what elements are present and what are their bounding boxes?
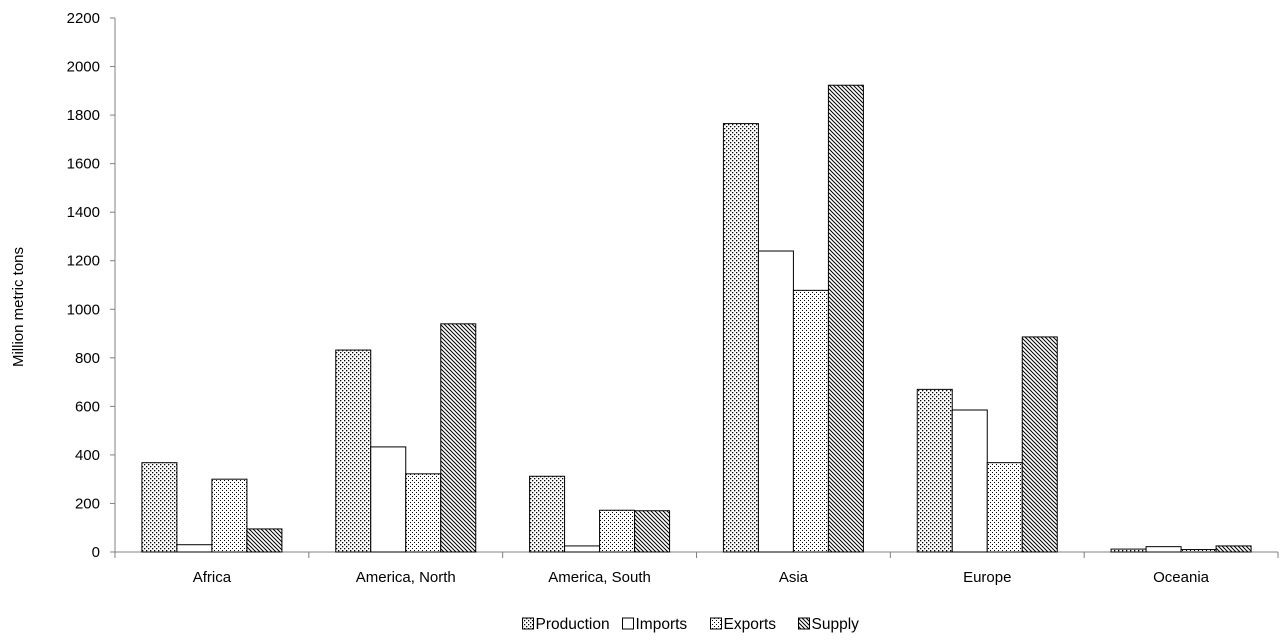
- bar-production-4: [916, 388, 953, 553]
- bar-exports-3: [792, 289, 829, 553]
- y-tick-label: 1600: [67, 156, 100, 173]
- bar-production-0: [141, 462, 178, 553]
- x-tick-label: America, South: [548, 569, 651, 586]
- x-tick-label: Asia: [779, 569, 809, 586]
- legend-label-exports: Exports: [724, 616, 777, 633]
- bar-supply-3: [827, 84, 864, 553]
- legend-label-imports: Imports: [636, 616, 688, 633]
- bar-exports-4: [986, 462, 1023, 553]
- bar-supply-1: [440, 323, 477, 553]
- y-tick-label: 200: [75, 495, 100, 512]
- axes: [110, 17, 1279, 558]
- bar-supply-5: [1215, 545, 1252, 553]
- axis-labels: 0 200 400 600 800 1000 1200 1400 1600 1800 2000 220…: [67, 10, 1210, 586]
- y-tick-label: 600: [75, 398, 100, 415]
- y-tick-label: 1400: [67, 204, 100, 221]
- bar-imports-4: [951, 409, 988, 553]
- bars: [141, 84, 1252, 553]
- bar-imports-1: [370, 446, 407, 553]
- y-tick-label: 2000: [67, 59, 100, 76]
- bar-supply-4: [1021, 336, 1058, 553]
- x-tick-label: Africa: [193, 569, 232, 586]
- legend-swatch-production: [522, 617, 534, 630]
- bar-production-5: [1110, 548, 1147, 553]
- legend-swatch-supply: [798, 617, 810, 630]
- y-tick-label: 0: [92, 544, 100, 561]
- y-tick-label: 800: [75, 350, 100, 367]
- legend-swatch-exports: [710, 617, 722, 630]
- y-axis-title: Million metric tons: [10, 247, 27, 367]
- y-tick-label: 2200: [67, 10, 100, 27]
- legend-swatch-imports: [622, 617, 634, 630]
- y-tick-label: 1800: [67, 107, 100, 124]
- bar-supply-0: [246, 528, 283, 553]
- bar-imports-3: [757, 250, 794, 553]
- legend-label-production: Production: [536, 616, 610, 633]
- bar-exports-1: [405, 473, 442, 553]
- bar-production-3: [722, 123, 759, 553]
- bar-production-1: [335, 349, 372, 553]
- bar-imports-0: [176, 544, 213, 553]
- bar-exports-0: [211, 478, 248, 553]
- y-tick-label: 1000: [67, 301, 100, 318]
- y-tick-label: 1200: [67, 253, 100, 270]
- bar-supply-2: [634, 510, 671, 553]
- bar-imports-5: [1145, 546, 1182, 553]
- bar-exports-2: [599, 509, 636, 553]
- bar-production-2: [529, 475, 566, 553]
- legend-label-supply: Supply: [812, 616, 860, 633]
- bar-exports-5: [1180, 549, 1217, 553]
- x-tick-label: Oceania: [1153, 569, 1210, 586]
- bar-imports-2: [564, 545, 601, 553]
- x-tick-label: Europe: [963, 569, 1011, 586]
- legend: Production Imports Exports Supply: [522, 616, 860, 633]
- y-tick-label: 400: [75, 447, 100, 464]
- x-tick-label: America, North: [356, 569, 456, 586]
